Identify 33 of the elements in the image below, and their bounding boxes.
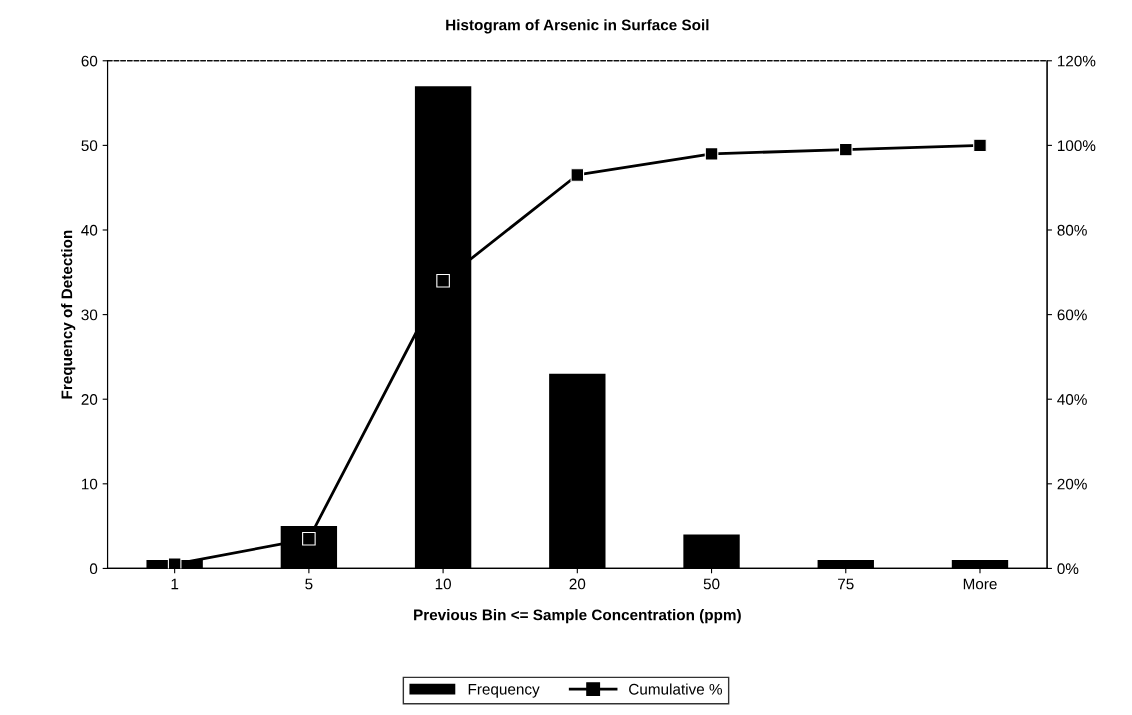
y2-tick-label: 100% [1057,140,1096,152]
x-tick-label: 1 [171,578,179,590]
y-tick-label: 50 [81,140,98,152]
y-tick-label: 20 [81,394,98,405]
point [838,142,853,157]
y2-tick-label: 0% [1057,563,1079,575]
x-axis-title: Previous Bin <= Sample Concentration (ppm) [414,609,741,624]
y-tick-label: 60 [81,55,98,67]
y2-tick-label: 60% [1057,309,1087,321]
point [973,138,987,153]
x-tick-label: 50 [703,578,720,590]
x-tick-label: 10 [435,578,451,590]
y-tick-label: 30 [81,309,98,321]
x-tick-label: 5 [305,578,313,590]
x-tick-label: More [963,578,997,590]
y2-tick-label: 40% [1057,394,1087,405]
x-tick-label: 75 [838,578,854,590]
y2-tick-label: 20% [1057,478,1087,490]
x-tick-label: 20 [569,578,586,590]
y-tick-label: 40 [81,224,98,236]
point [302,532,316,546]
y2-tick-label: 120% [1057,55,1096,67]
chart-title: Histogram of Arsenic in Surface Soil [446,19,709,34]
y2-tick-label: 80% [1057,224,1087,236]
y-tick-label: 10 [81,478,98,490]
legend-label: Frequency [468,683,540,698]
y-axis-title: Frequency of Detection [61,230,76,399]
point [436,273,450,288]
legend-label: Cumulative % [629,683,722,695]
point [570,168,585,182]
y-tick-label: 0 [89,563,98,575]
point [704,147,719,161]
point [167,557,182,569]
